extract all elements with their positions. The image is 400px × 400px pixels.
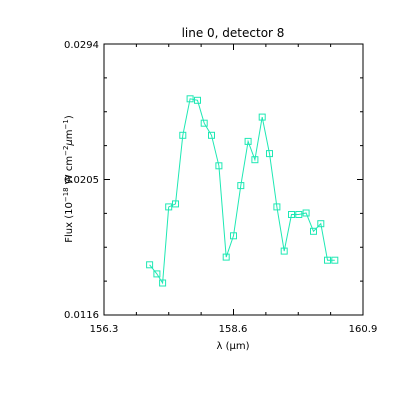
tick-layer (103, 43, 364, 316)
series-0-point-24 (317, 220, 325, 228)
x-tick-label-0: 156.3 (90, 324, 119, 335)
series-0-point-11 (222, 253, 230, 261)
y-tick-label-1: 0.0205 (64, 175, 99, 186)
series-0-point-0 (146, 261, 154, 269)
series-0-point-7 (194, 96, 201, 104)
chart-title: line 0, detector 8 (182, 26, 285, 40)
x-axis-label: λ (μm) (216, 341, 249, 352)
series-0-point-9 (208, 131, 215, 139)
series-0-point-17 (266, 150, 273, 158)
series-0-point-12 (230, 232, 237, 240)
y-tick-label-2: 0.0294 (64, 40, 99, 51)
series-0-point-23 (310, 227, 317, 235)
series-0-point-3 (165, 203, 173, 211)
series-0-point-25 (324, 256, 331, 264)
series-0-line (149, 98, 335, 285)
series-0-point-16 (258, 113, 266, 121)
series-0-point-19 (280, 247, 288, 255)
x-tick-label-2: 160.9 (349, 324, 378, 335)
x-tick-label-1: 158.6 (219, 324, 248, 335)
series-0-point-4 (172, 200, 179, 208)
series-0-point-15 (251, 156, 259, 164)
y-axis-label: Flux (10−18 W cm−2μm−1) (62, 115, 75, 243)
series-0-point-26 (331, 256, 339, 264)
series-0-point-1 (153, 270, 161, 278)
series-0-point-8 (200, 119, 208, 127)
series-layer (146, 95, 339, 287)
y-tick-label-0: 0.0116 (64, 310, 99, 321)
series-0-point-21 (295, 211, 303, 218)
plot-frame (103, 43, 364, 316)
series-0-point-14 (244, 137, 252, 145)
series-0-point-2 (159, 279, 167, 287)
series-0-point-5 (179, 131, 187, 139)
series-0-point-20 (288, 211, 295, 218)
series-0-point-10 (215, 162, 223, 170)
series-0-point-6 (186, 95, 194, 103)
series-0-point-13 (237, 182, 245, 190)
series-0-point-22 (302, 209, 310, 217)
series-0-point-18 (273, 203, 281, 211)
